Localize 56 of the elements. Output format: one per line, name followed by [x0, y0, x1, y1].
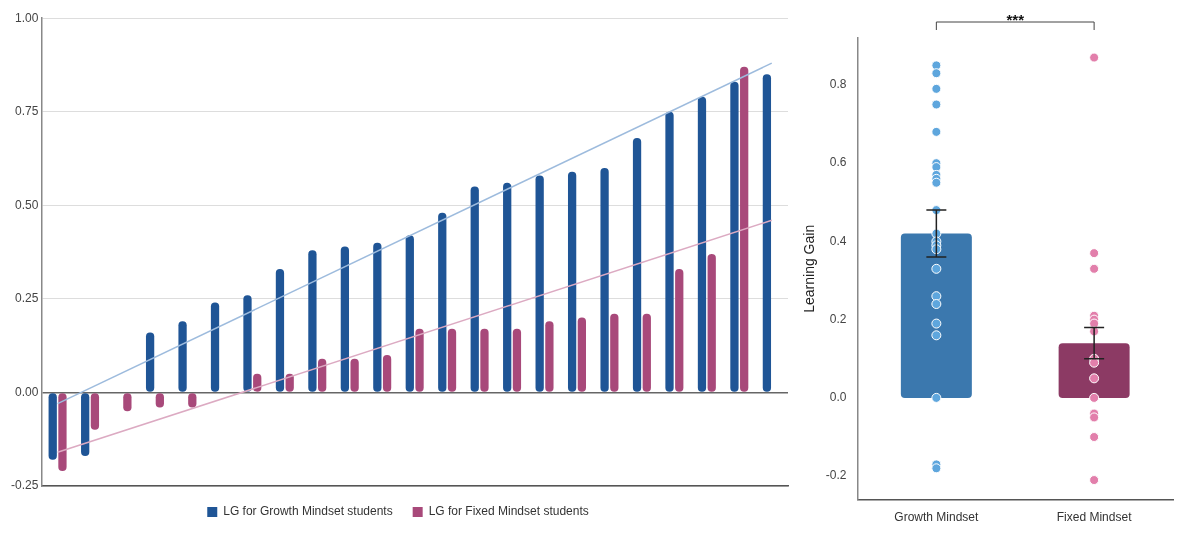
- y-tick-label: 1.00: [14, 10, 39, 25]
- bar: [210, 302, 220, 392]
- y-tick-label: 0.50: [14, 197, 39, 212]
- bar: [503, 182, 512, 392]
- y-tick-label: 0.75: [14, 104, 39, 119]
- legend-label: LG for Fixed Mindset students: [428, 504, 589, 519]
- bar: [275, 268, 285, 392]
- y-tick-label: 0.25: [14, 291, 39, 306]
- bar: [762, 74, 772, 392]
- y-tick-label: -0.2: [825, 468, 847, 483]
- bar: [405, 235, 414, 392]
- bar: [90, 393, 100, 430]
- bar: [632, 137, 642, 392]
- x-tick-label: Fixed Mindset: [1056, 510, 1133, 525]
- bar: [350, 358, 359, 392]
- bar: [58, 393, 67, 472]
- bar: [145, 332, 155, 392]
- bar: [675, 268, 684, 392]
- bar: [665, 111, 674, 392]
- bar: [438, 212, 447, 392]
- bar: [535, 175, 544, 392]
- bar: [707, 253, 716, 392]
- bar: [48, 393, 57, 460]
- y-tick-label: -0.25: [10, 478, 39, 493]
- y-tick-label: 0.2: [829, 311, 847, 326]
- bar: [243, 295, 252, 392]
- bar: [382, 355, 392, 392]
- bar: [512, 328, 522, 392]
- y-tick-label: 0.00: [14, 384, 39, 399]
- x-tick-label: Growth Mindset: [894, 510, 980, 525]
- bar: [730, 81, 739, 392]
- bar: [577, 317, 586, 392]
- bar: [340, 246, 350, 392]
- bar: [373, 242, 382, 392]
- y-tick-label: 0.0: [829, 390, 847, 405]
- bar: [642, 313, 651, 392]
- y-tick-label: 0.6: [829, 155, 847, 170]
- bar: [740, 66, 749, 392]
- y-axis-title: Learning Gain: [801, 224, 818, 313]
- bar: [470, 186, 479, 392]
- text: ***: [1006, 10, 1025, 28]
- bar: [610, 313, 619, 392]
- bar: [447, 328, 457, 392]
- bar: [318, 358, 327, 392]
- legend-label: LG for Growth Mindset students: [223, 504, 393, 519]
- bar: [415, 328, 424, 392]
- y-tick-label: 0.8: [829, 77, 847, 92]
- bar: [697, 96, 707, 392]
- bar: [567, 171, 577, 392]
- bar: [600, 167, 609, 392]
- bar: [178, 321, 187, 392]
- bar: [545, 321, 554, 392]
- bar: [81, 393, 90, 457]
- bar: [308, 250, 317, 392]
- bar: [480, 328, 489, 392]
- y-tick-label: 0.4: [829, 233, 847, 248]
